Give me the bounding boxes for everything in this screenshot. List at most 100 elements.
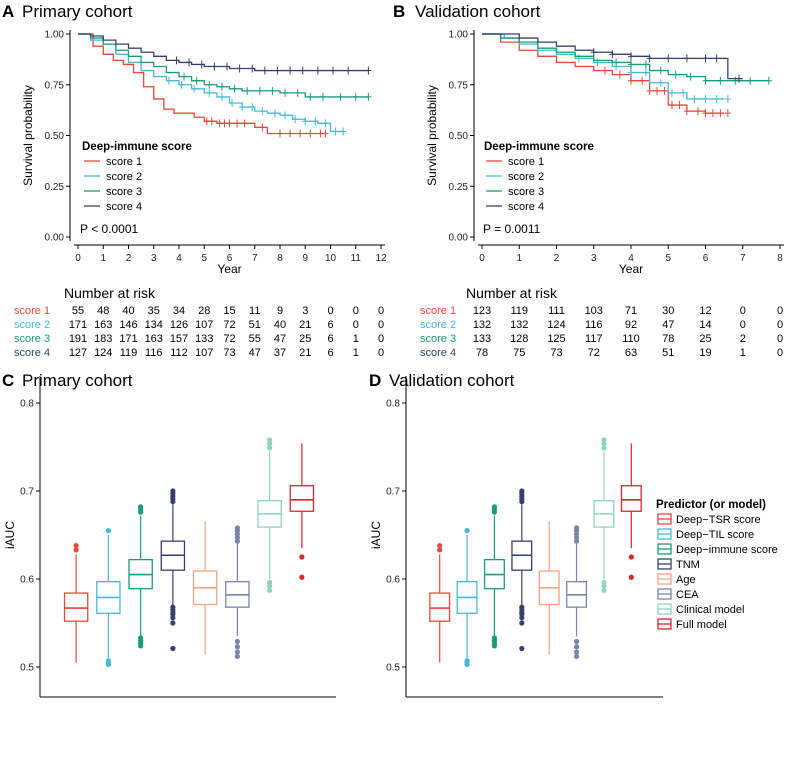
x-tick-label: 5 [665, 253, 671, 264]
risk-cell: 128 [510, 333, 528, 345]
censor-mark [683, 54, 690, 63]
censor-mark [691, 94, 698, 103]
y-tick-label: 0.50 [449, 131, 469, 142]
x-tick-label: 10 [325, 253, 337, 264]
risk-cell: 3 [302, 305, 308, 317]
censor-mark [287, 129, 294, 138]
y-axis-title: iAUC [3, 521, 17, 549]
km-curve-score-2 [482, 33, 725, 100]
panel-letter: A [2, 2, 14, 21]
km-legend: Deep-immune score score 1 score 2 score 3 sc… [82, 141, 192, 213]
censor-mark [218, 82, 225, 91]
censor-mark [299, 66, 306, 75]
box-outlier [519, 604, 525, 610]
risk-cell: 12 [699, 305, 711, 317]
risk-cell: 171 [69, 319, 87, 331]
y-axis-title: Survival probability [425, 85, 439, 186]
censor-mark [271, 109, 278, 118]
risk-cell: 134 [145, 319, 163, 331]
risk-cell: 157 [170, 333, 188, 345]
censor-mark [717, 109, 724, 118]
box-outlier [234, 525, 240, 531]
box-outlier [519, 645, 525, 652]
risk-cell: 47 [662, 319, 674, 331]
box-outlier [170, 604, 176, 610]
box-outlier [267, 587, 273, 594]
box-outlier [234, 649, 240, 655]
censor-mark [613, 58, 620, 67]
box-outlier [170, 488, 176, 494]
risk-cell: 51 [249, 319, 261, 331]
box-outlier [105, 528, 111, 534]
risk-cell: 72 [223, 319, 235, 331]
y-tick-label: 0.00 [45, 233, 65, 244]
censor-mark [628, 68, 634, 77]
box-cea [225, 525, 250, 660]
panel-letter: D [369, 371, 381, 390]
censor-mark [661, 86, 668, 95]
panel-letter: B [393, 2, 405, 21]
censor-mark [216, 119, 223, 128]
risk-cell: 116 [145, 347, 163, 359]
box-outlier [170, 620, 176, 626]
censor-mark [282, 88, 289, 97]
risk-cell: 116 [585, 319, 603, 331]
box-outlier [573, 653, 580, 660]
risk-cell: 73 [550, 347, 562, 359]
risk-table-title: Number at risk [466, 285, 558, 301]
risk-row-label: score 3 [14, 333, 50, 345]
box-outlier [299, 554, 305, 560]
risk-cell: 132 [473, 319, 491, 331]
censor-mark [203, 117, 210, 126]
censor-mark [639, 76, 646, 85]
risk-cell: 55 [249, 333, 261, 345]
risk-cell: 34 [173, 305, 185, 317]
risk-cell: 47 [274, 333, 286, 345]
censor-mark [292, 115, 299, 124]
censor-mark [294, 88, 301, 97]
box-outlier [138, 635, 144, 641]
censor-mark [601, 66, 608, 75]
censor-mark [259, 107, 266, 116]
y-tick-label: 1.00 [449, 30, 469, 41]
censor-mark [314, 66, 321, 75]
box-outlier [437, 542, 443, 549]
censor-mark [178, 80, 185, 89]
censor-mark [702, 54, 709, 63]
x-tick-label: 7 [740, 253, 746, 264]
risk-cell: 6 [327, 347, 333, 359]
risk-row-label: score 4 [14, 347, 50, 359]
p-value: P < 0.0001 [80, 222, 138, 236]
box-iqr [620, 485, 642, 512]
box-iqr [289, 485, 315, 512]
censor-mark [676, 101, 683, 110]
censor-mark [616, 70, 623, 79]
y-tick-label: 0.7 [20, 487, 34, 498]
censor-mark [277, 129, 283, 138]
box-tnm [160, 488, 186, 652]
km-curve-score-3 [78, 33, 369, 98]
censor-mark [717, 76, 724, 85]
box-deep-til-score [96, 528, 121, 667]
x-tick-label: 4 [176, 253, 182, 264]
x-tick-label: 8 [277, 253, 283, 264]
box-deep-immune-score [483, 504, 505, 649]
censor-mark [683, 107, 690, 116]
box-outlier [573, 649, 580, 655]
legend-label: Full model [676, 619, 727, 631]
legend-label: Clinical model [676, 604, 744, 616]
censor-mark [297, 129, 304, 138]
censor-mark [319, 92, 326, 101]
risk-cell: 111 [548, 305, 565, 317]
x-axis-title: Year [217, 262, 241, 276]
x-axis-title: Year [619, 262, 643, 276]
legend-label: score 2 [508, 171, 544, 183]
p-value: P = 0.0011 [483, 222, 541, 236]
censor-mark [231, 84, 238, 93]
censor-mark [307, 129, 314, 138]
x-tick-label: 0 [75, 253, 81, 264]
risk-cell: 25 [699, 333, 711, 345]
risk-cell: 35 [148, 305, 160, 317]
y-tick-label: 0.5 [386, 663, 400, 674]
